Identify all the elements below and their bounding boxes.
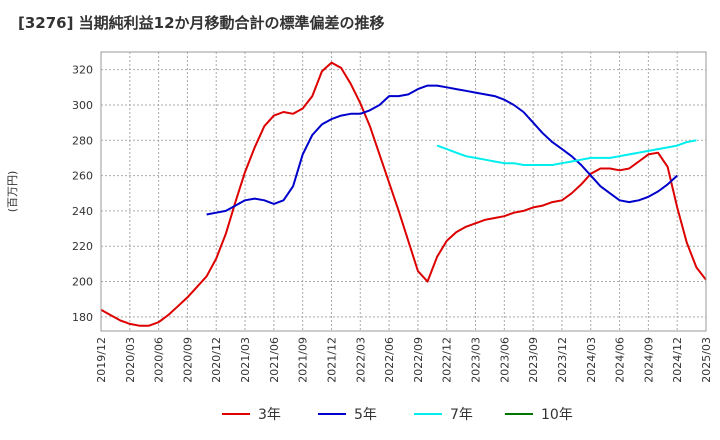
x-tick-label: 2022/03 (354, 337, 367, 383)
legend-label: 7年 (450, 407, 473, 423)
series-line-2 (206, 84, 678, 216)
x-axis: 2019/12 2020/03 2020/06 2020/09 2020/12 2021/… (95, 337, 713, 383)
y-tick-label: 300 (72, 99, 93, 112)
x-tick-label: 2024/06 (614, 337, 627, 383)
plot-area (100, 51, 707, 332)
y-tick-label: 220 (72, 240, 93, 253)
legend-label: 10年 (541, 407, 573, 423)
y-axis-label: (百万円) (6, 171, 19, 213)
x-tick-label: 2021/09 (297, 337, 310, 383)
y-axis: 180 200 220 240 260 280 300 320 (72, 64, 93, 324)
series-lines (100, 61, 707, 327)
chart-title: [3276] 当期純利益12か月移動合計の標準偏差の推移 (18, 14, 385, 32)
legend: 3年 5年 7年 10年 (222, 407, 573, 423)
grid (100, 52, 707, 331)
x-tick-label: 2022/09 (412, 337, 425, 383)
x-tick-label: 2021/06 (268, 337, 281, 383)
y-tick-label: 240 (72, 205, 93, 218)
y-tick-label: 280 (72, 134, 93, 147)
x-tick-label: 2020/12 (210, 337, 223, 383)
legend-label: 3年 (258, 407, 281, 423)
x-tick-label: 2020/03 (124, 337, 137, 383)
x-tick-label: 2024/03 (585, 337, 598, 383)
x-tick-label: 2019/12 (95, 337, 108, 383)
series-line-3 (436, 139, 697, 166)
x-tick-label: 2022/06 (383, 337, 396, 383)
x-tick-label: 2021/12 (325, 337, 338, 383)
legend-label: 5年 (354, 407, 377, 423)
x-tick-label: 2024/12 (671, 337, 684, 383)
x-tick-label: 2023/06 (498, 337, 511, 383)
x-tick-label: 2023/03 (470, 337, 483, 383)
y-tick-label: 200 (72, 276, 93, 289)
x-tick-label: 2020/06 (153, 337, 166, 383)
x-tick-label: 2024/09 (642, 337, 655, 383)
x-tick-label: 2023/09 (527, 337, 540, 383)
y-tick-label: 260 (72, 170, 93, 183)
y-tick-label: 320 (72, 64, 93, 77)
series-line-1 (100, 61, 707, 327)
x-tick-label: 2020/09 (181, 337, 194, 383)
y-tick-label: 180 (72, 311, 93, 324)
x-tick-label: 2022/12 (441, 337, 454, 383)
x-tick-label: 2025/03 (700, 337, 713, 383)
x-tick-label: 2021/03 (239, 337, 252, 383)
x-tick-label: 2023/12 (556, 337, 569, 383)
